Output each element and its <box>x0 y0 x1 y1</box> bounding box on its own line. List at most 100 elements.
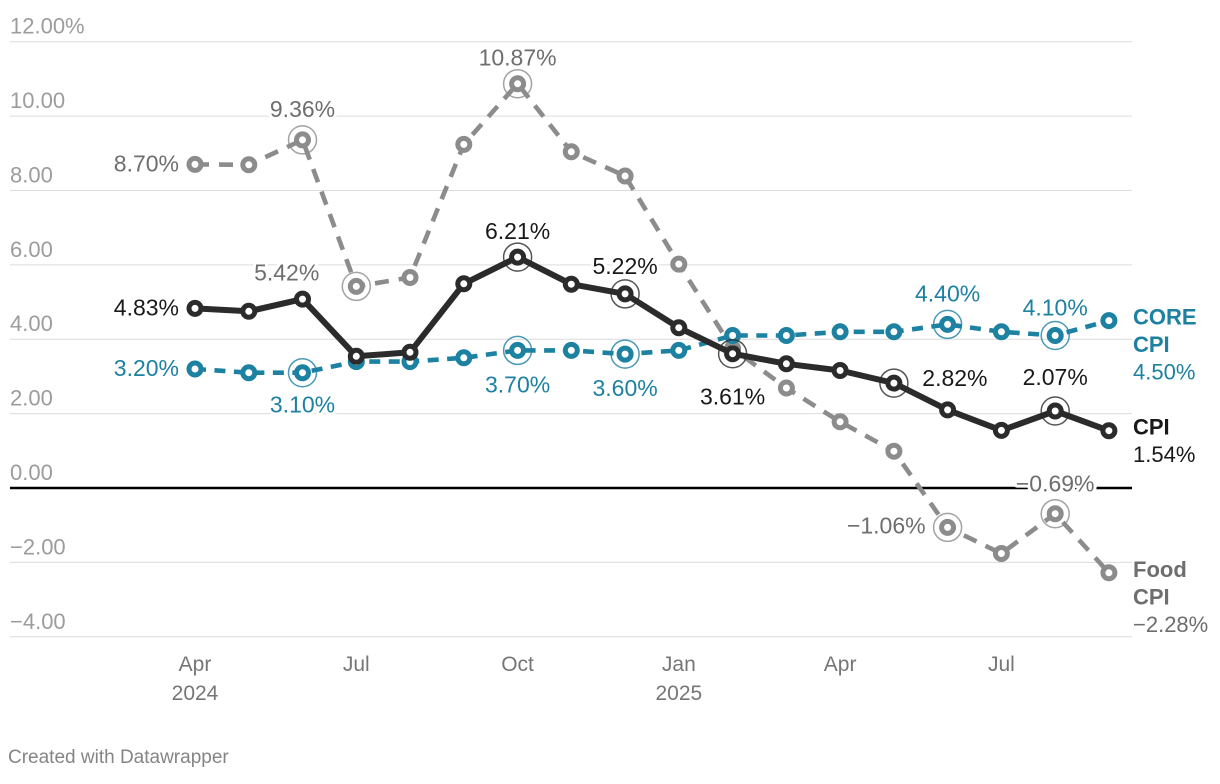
data-point-food-cpi-mar-2025[interactable] <box>777 379 795 397</box>
datawrapper-credit[interactable]: Created with Datawrapper <box>8 747 229 768</box>
x-tick-year-label: 2024 <box>172 682 219 705</box>
data-point-core-cpi-jul-2025[interactable] <box>992 323 1010 341</box>
data-point-food-cpi-jan-2025[interactable] <box>670 255 688 273</box>
y-tick-label: 0.00 <box>10 460 53 485</box>
point-label-core-cpi: 3.20% <box>114 355 179 381</box>
point-label-food-cpi: 5.42% <box>254 259 319 285</box>
data-point-cpi-nov-2024[interactable] <box>562 275 580 293</box>
point-label-core-cpi: 4.40% <box>915 280 980 306</box>
point-label-cpi: 2.82% <box>922 365 987 391</box>
y-axis-labels: 12.00% 10.00 8.00 6.00 4.00 2.00 0.00 −2.00 −4.0… <box>10 14 85 634</box>
point-label-core-cpi: 3.70% <box>485 371 550 397</box>
x-tick-label: Jul <box>988 653 1015 676</box>
y-tick-label: 6.00 <box>10 237 53 262</box>
data-point-cpi-sep-2024[interactable] <box>455 275 473 293</box>
point-label-food-cpi: 9.36% <box>270 96 335 122</box>
highlight-ring-core-cpi <box>502 335 533 366</box>
data-point-cpi-jun-2025[interactable] <box>939 401 957 419</box>
highlight-ring-food-cpi <box>502 68 533 99</box>
x-tick-label: Apr <box>824 653 857 676</box>
series-name-label-food-cpi: CPI <box>1133 584 1170 609</box>
data-point-cpi-jan-2025[interactable] <box>670 319 688 337</box>
highlight-ring-cpi <box>717 338 748 369</box>
line-cpi <box>194 254 1110 434</box>
data-point-core-cpi-jun-2024[interactable] <box>294 364 311 382</box>
data-point-food-cpi-jul-2024[interactable] <box>347 277 365 295</box>
data-point-cpi-jul-2025[interactable] <box>992 421 1010 439</box>
series-name-label-core-cpi: CORE <box>1133 305 1197 330</box>
data-point-cpi-jul-2024[interactable] <box>347 347 365 365</box>
data-point-food-cpi-apr-2025[interactable] <box>831 413 849 431</box>
point-label-food-cpi: 10.87% <box>479 45 557 71</box>
data-point-core-cpi-apr-2024[interactable] <box>186 360 204 378</box>
data-point-core-cpi-aug-2025[interactable] <box>1046 327 1064 344</box>
y-tick-label: 10.00 <box>10 88 65 113</box>
data-point-cpi-sep-2025[interactable] <box>1100 422 1118 440</box>
highlight-ring-cpi <box>1040 396 1070 426</box>
y-tick-label: −2.00 <box>10 534 66 559</box>
point-label-core-cpi: 3.60% <box>592 375 657 401</box>
highlight-ring-food-cpi <box>341 271 372 302</box>
data-point-cpi-dec-2024[interactable] <box>616 285 634 303</box>
data-point-core-cpi-apr-2025[interactable] <box>831 323 849 341</box>
data-point-core-cpi-sep-2025[interactable] <box>1100 312 1118 330</box>
data-point-core-cpi-may-2025[interactable] <box>885 323 903 341</box>
data-point-food-cpi-sep-2025[interactable] <box>1100 564 1118 582</box>
x-tick-label: Jul <box>343 653 370 676</box>
data-point-core-cpi-mar-2025[interactable] <box>777 327 795 344</box>
data-point-cpi-oct-2024[interactable] <box>509 248 527 266</box>
series-name-label-cpi: CPI <box>1133 415 1170 440</box>
data-point-cpi-apr-2024[interactable] <box>186 299 204 317</box>
data-point-food-cpi-aug-2024[interactable] <box>401 269 419 286</box>
highlight-ring-core-cpi <box>610 339 640 369</box>
series-end-value-food-cpi: −2.28% <box>1133 612 1208 637</box>
x-tick-label: Apr <box>179 653 212 676</box>
highlight-ring-food-cpi <box>287 125 318 155</box>
highlight-ring-food-cpi <box>1040 498 1070 529</box>
point-label-cpi: 3.61% <box>700 384 765 410</box>
data-point-core-cpi-dec-2024[interactable] <box>616 345 634 363</box>
data-point-cpi-aug-2025[interactable] <box>1046 402 1064 420</box>
x-axis-labels: Apr 2024 Jul Oct Jan 2025 Apr Jul <box>172 653 1015 705</box>
data-point-food-cpi-may-2025[interactable] <box>885 442 903 460</box>
data-point-cpi-mar-2025[interactable] <box>777 355 795 373</box>
gridlines-layer <box>10 41 1132 638</box>
highlight-ring-core-cpi <box>1040 320 1070 351</box>
highlight-ring-cpi <box>610 279 640 309</box>
data-point-food-cpi-aug-2025[interactable] <box>1046 505 1064 523</box>
data-point-food-cpi-jun-2024[interactable] <box>294 131 311 149</box>
data-point-food-cpi-dec-2024[interactable] <box>616 167 634 185</box>
data-point-core-cpi-oct-2024[interactable] <box>509 341 527 359</box>
point-label-cpi: 2.07% <box>1023 364 1088 390</box>
x-tick-year-label: 2025 <box>655 682 702 705</box>
data-point-cpi-apr-2025[interactable] <box>831 362 849 379</box>
data-point-cpi-aug-2024[interactable] <box>401 343 419 361</box>
series-layer <box>186 68 1118 582</box>
data-point-core-cpi-feb-2025[interactable] <box>724 327 742 344</box>
data-point-core-cpi-nov-2024[interactable] <box>562 341 580 359</box>
series-end-value-cpi: 1.54% <box>1133 442 1195 467</box>
data-point-cpi-feb-2025[interactable] <box>724 345 742 363</box>
data-point-core-cpi-sep-2024[interactable] <box>455 349 473 367</box>
data-point-core-cpi-may-2024[interactable] <box>240 364 258 382</box>
data-point-cpi-may-2024[interactable] <box>240 302 258 320</box>
data-point-core-cpi-jan-2025[interactable] <box>670 341 688 359</box>
data-point-food-cpi-jul-2025[interactable] <box>992 545 1010 562</box>
point-label-core-cpi: 4.10% <box>1023 295 1088 321</box>
highlight-ring-core-cpi <box>932 309 963 340</box>
y-tick-label: 12.00% <box>10 14 85 39</box>
data-point-food-cpi-jun-2025[interactable] <box>939 518 957 536</box>
point-label-cpi: 6.21% <box>485 218 550 244</box>
data-point-food-cpi-nov-2024[interactable] <box>562 143 580 161</box>
data-point-food-cpi-may-2024[interactable] <box>240 156 258 174</box>
data-point-cpi-may-2025[interactable] <box>885 374 903 392</box>
data-point-core-cpi-jun-2025[interactable] <box>939 315 957 333</box>
data-point-cpi-jun-2024[interactable] <box>294 290 311 308</box>
data-point-food-cpi-oct-2024[interactable] <box>509 75 527 93</box>
data-point-food-cpi-apr-2024[interactable] <box>186 155 204 173</box>
data-point-food-cpi-sep-2024[interactable] <box>455 135 473 153</box>
point-label-cpi: 4.83% <box>114 294 179 320</box>
